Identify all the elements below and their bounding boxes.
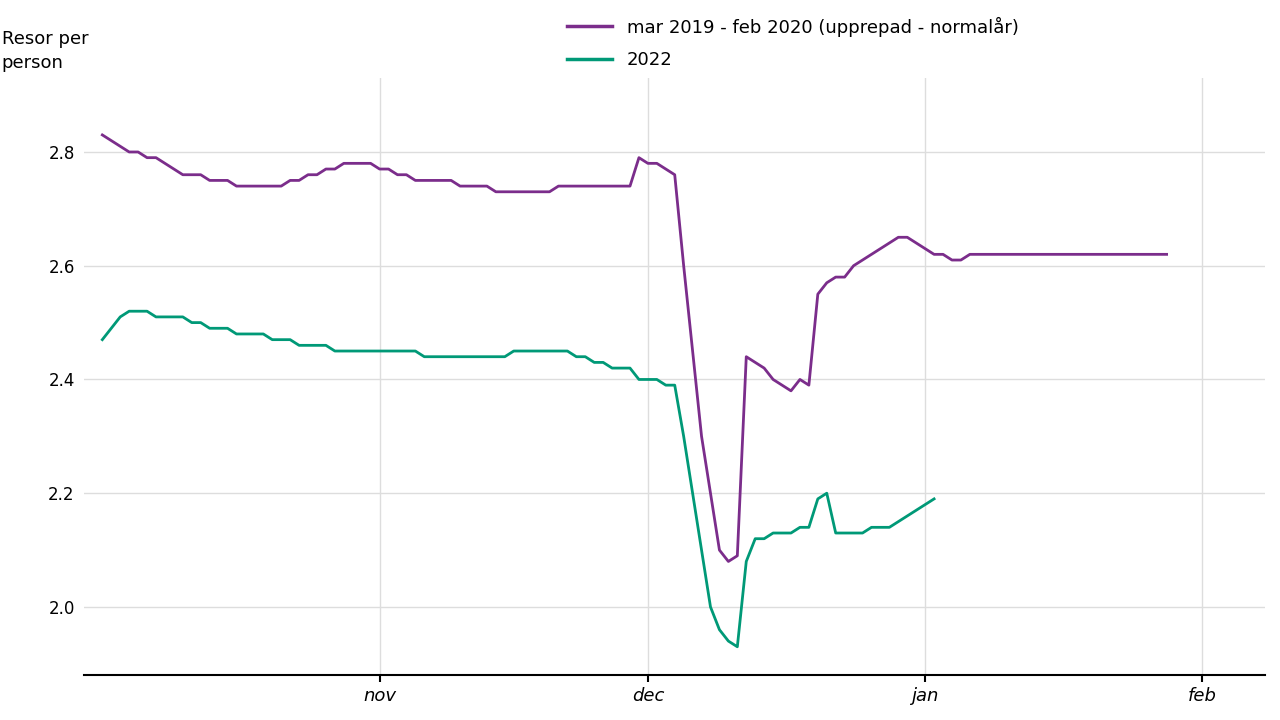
Legend: mar 2019 - feb 2020 (upprepad - normalår), 2022: mar 2019 - feb 2020 (upprepad - normalår… [559, 9, 1025, 76]
Text: Resor per
person: Resor per person [1, 30, 88, 72]
